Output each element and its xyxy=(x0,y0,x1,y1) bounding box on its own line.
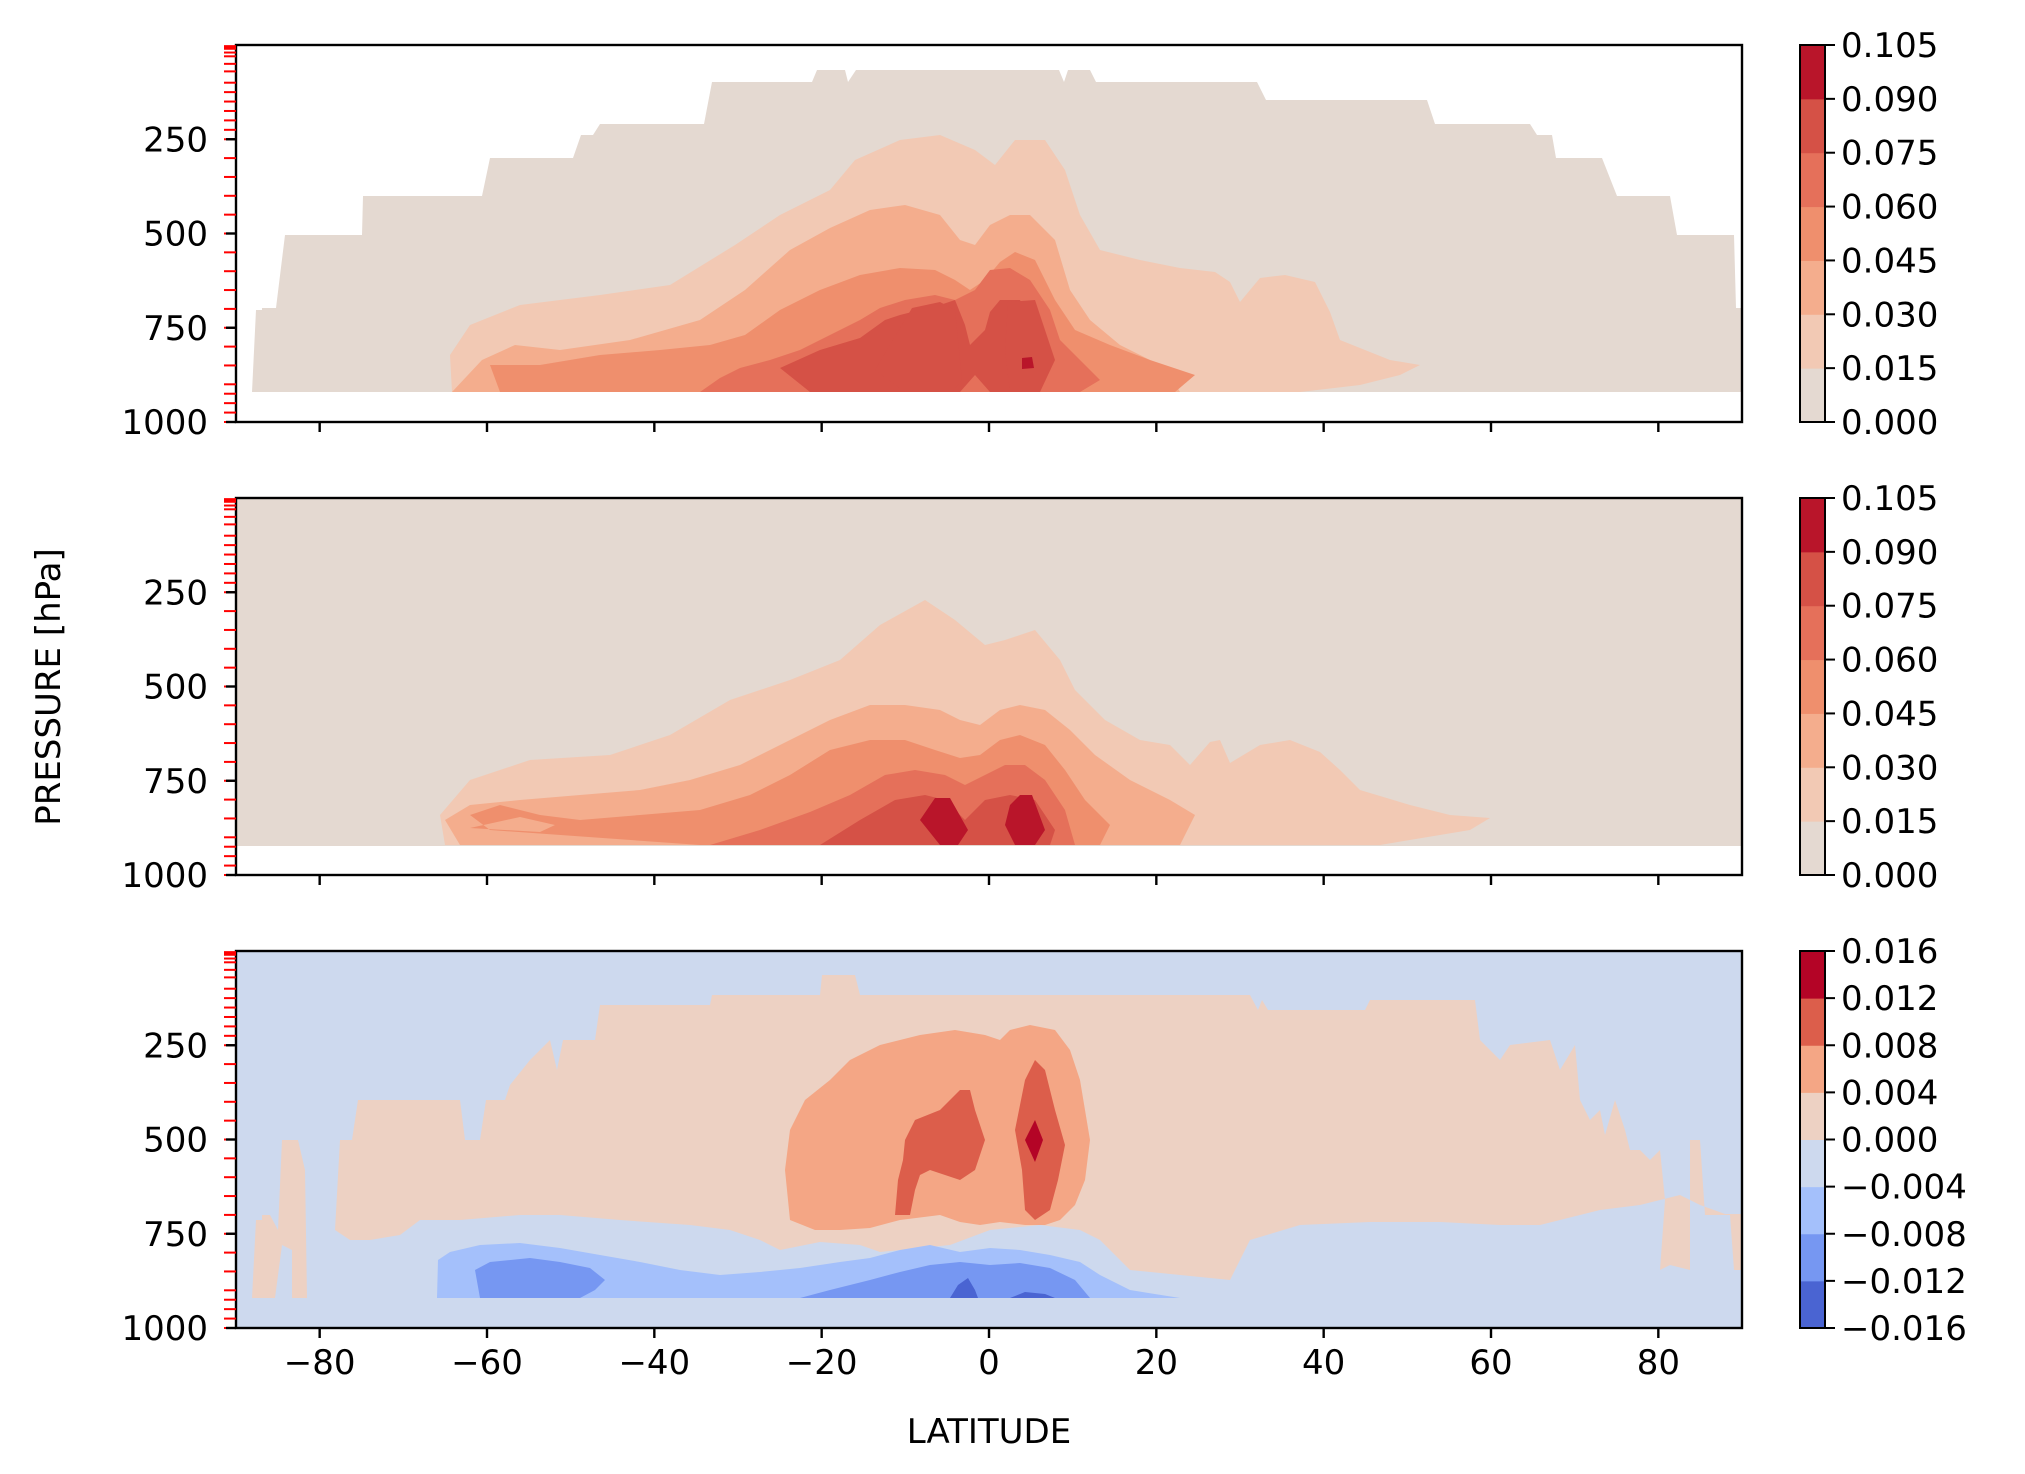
panel-1-x-axis xyxy=(318,422,1660,432)
panel-3: 250 500 750 1000 −80 −60 −40 −20 0 20 40 60 80 −0.0… xyxy=(121,932,1966,1383)
colorbar-bin xyxy=(1800,45,1825,100)
panel-2-x-axis xyxy=(318,875,1660,885)
panel-3-contours xyxy=(236,951,1742,1328)
y-tick-label: 750 xyxy=(143,309,208,349)
y-axis-label: PRESSURE [hPa] xyxy=(29,548,69,825)
colorbar-bin xyxy=(1800,998,1825,1046)
colorbar-bin xyxy=(1800,951,1825,999)
colorbar-tick-label: 0.075 xyxy=(1841,587,1938,627)
x-tick-label: 20 xyxy=(1135,1343,1178,1383)
panel-2-contours xyxy=(236,498,1742,846)
colorbar-bin xyxy=(1800,498,1825,553)
colorbar-bin xyxy=(1800,605,1825,661)
x-tick-label: −80 xyxy=(284,1343,356,1383)
y-tick-label: 500 xyxy=(143,215,208,255)
x-tick-label: 40 xyxy=(1302,1343,1345,1383)
colorbar-tick-label: 0.045 xyxy=(1841,694,1938,734)
colorbar-tick-label: 0.015 xyxy=(1841,802,1938,842)
colorbar-tick-label: 0.015 xyxy=(1841,349,1938,389)
colorbar-tick-label: 0.030 xyxy=(1841,295,1938,335)
colorbar-bin xyxy=(1800,1280,1825,1329)
colorbar-frame xyxy=(1799,44,1826,423)
x-tick-label: −20 xyxy=(786,1343,858,1383)
panel-3-contour-neg-0.008 xyxy=(475,1258,1090,1298)
y-tick-label: 250 xyxy=(143,1026,208,1066)
colorbar-tick-label: 0.075 xyxy=(1841,134,1938,174)
colorbar-bin xyxy=(1800,206,1825,261)
colorbar-bin xyxy=(1800,368,1825,423)
x-tick-label: 0 xyxy=(978,1343,1000,1383)
y-tick-label: 1000 xyxy=(121,1309,208,1349)
x-tick-label: 60 xyxy=(1469,1343,1512,1383)
colorbar-tick-label: 0.000 xyxy=(1841,1121,1938,1161)
colorbar-bin xyxy=(1800,821,1825,876)
colorbar-bin xyxy=(1800,1233,1825,1282)
colorbar-tick-label: 0.060 xyxy=(1841,188,1938,228)
colorbar-bin xyxy=(1800,659,1825,714)
colorbar-tick-label: 0.090 xyxy=(1841,533,1938,573)
x-tick-label: 80 xyxy=(1637,1343,1680,1383)
panel-2-level-markers xyxy=(224,498,236,876)
colorbar-tick-label: 0.090 xyxy=(1841,80,1938,120)
x-axis-label: LATITUDE xyxy=(907,1412,1071,1452)
colorbar-tick-label: −0.008 xyxy=(1841,1215,1967,1255)
colorbar-bin xyxy=(1800,260,1825,315)
panel-3-contour-0.008 xyxy=(895,1060,1065,1220)
colorbar-tick-label: 0.105 xyxy=(1841,26,1938,66)
colorbar-bin xyxy=(1800,1186,1825,1235)
y-tick-label: 500 xyxy=(143,668,208,708)
panel-2-colorbar: 0.000 0.015 0.030 0.045 0.060 0.075 0.090 0.105 xyxy=(1799,479,1938,896)
colorbar-tick-label: 0.000 xyxy=(1841,403,1938,443)
colorbar-bin xyxy=(1800,767,1825,822)
panel-3-x-axis: −80 −60 −40 −20 0 20 40 60 80 xyxy=(284,1328,1680,1383)
panel-3-contour-0.012 xyxy=(1025,1120,1043,1162)
panel-1-contours xyxy=(252,70,1742,392)
colorbar-tick-label: 0.000 xyxy=(1841,856,1938,896)
colorbar-tick-label: −0.012 xyxy=(1841,1262,1967,1302)
colorbar-tick-label: −0.016 xyxy=(1841,1309,1967,1349)
colorbar-tick-label: 0.004 xyxy=(1841,1073,1938,1113)
x-tick-label: −40 xyxy=(618,1343,690,1383)
colorbar-tick-label: 0.016 xyxy=(1841,932,1938,972)
colorbar-tick-label: 0.060 xyxy=(1841,641,1938,681)
panel-2-contour-0.090 xyxy=(920,795,1045,845)
panel-1-contour-0.105 xyxy=(1022,357,1034,369)
colorbar-bin xyxy=(1800,1045,1825,1093)
colorbar-bin xyxy=(1800,1092,1825,1140)
y-tick-label: 250 xyxy=(143,120,208,160)
colorbar-bin xyxy=(1800,1139,1825,1188)
colorbar-bin xyxy=(1800,314,1825,369)
panel-3-contour-neg-0.012 xyxy=(950,1278,1055,1298)
y-tick-label: 1000 xyxy=(121,856,208,896)
panel-3-colorbar: −0.016 −0.012 −0.008 −0.004 0.000 0.004 0.008 0… xyxy=(1799,932,1967,1349)
panel-1-level-markers xyxy=(224,45,236,423)
colorbar-tick-label: 0.105 xyxy=(1841,479,1938,519)
colorbar-tick-label: 0.045 xyxy=(1841,241,1938,281)
panel-1-contour-0.090 xyxy=(875,300,1055,392)
colorbar-tick-label: −0.004 xyxy=(1841,1168,1967,1208)
colorbar-tick-label: 0.008 xyxy=(1841,1026,1938,1066)
y-tick-label: 750 xyxy=(143,762,208,802)
y-tick-label: 250 xyxy=(143,573,208,613)
colorbar-tick-label: 0.012 xyxy=(1841,979,1938,1019)
colorbar-bin xyxy=(1800,152,1825,208)
x-tick-label: −60 xyxy=(451,1343,523,1383)
colorbar-bin xyxy=(1800,551,1825,607)
y-tick-label: 750 xyxy=(143,1215,208,1255)
panel-1-colorbar: 0.000 0.015 0.030 0.045 0.060 0.075 0.090 0.105 xyxy=(1799,26,1938,443)
colorbar-bin xyxy=(1800,713,1825,768)
panel-2-y-axis: 250 500 750 1000 xyxy=(121,573,236,896)
panel-3-y-axis: 250 500 750 1000 xyxy=(121,1026,236,1349)
colorbar-tick-label: 0.030 xyxy=(1841,748,1938,788)
colorbar-bin xyxy=(1800,98,1825,154)
panel-1-y-axis: 250 500 750 1000 xyxy=(121,120,236,443)
colorbar-frame xyxy=(1799,497,1826,876)
y-tick-label: 1000 xyxy=(121,403,208,443)
y-tick-label: 500 xyxy=(143,1121,208,1161)
